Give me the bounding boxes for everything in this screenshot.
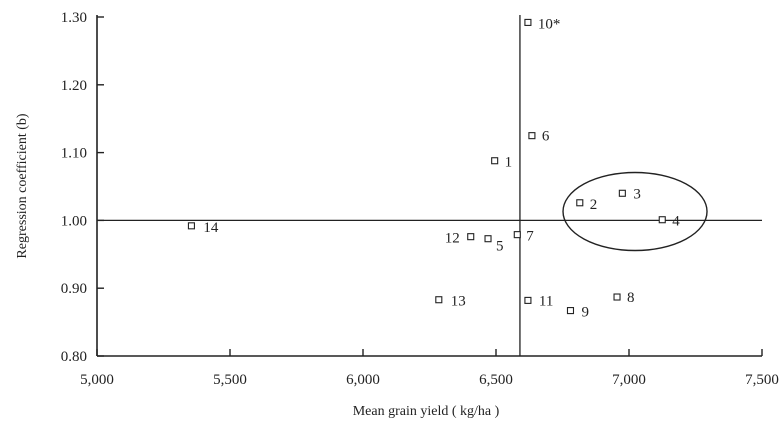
highlight-ellipse bbox=[562, 171, 708, 252]
y-tick-label: 0.90 bbox=[61, 281, 87, 297]
point-label-7: 7 bbox=[526, 229, 534, 245]
data-points bbox=[187, 18, 666, 315]
data-point-6 bbox=[528, 132, 536, 140]
point-label-14: 14 bbox=[203, 220, 219, 236]
x-axis-title: Mean grain yield ( kg/ha ) bbox=[353, 404, 500, 419]
point-label-8: 8 bbox=[627, 290, 635, 306]
y-tick-label: 1.30 bbox=[61, 10, 87, 26]
point-label-2: 2 bbox=[590, 197, 598, 213]
point-label-3: 3 bbox=[633, 186, 641, 202]
data-point-11 bbox=[524, 296, 532, 304]
point-label-11: 11 bbox=[539, 293, 553, 309]
y-tick-label: 1.00 bbox=[61, 213, 87, 229]
x-tick-label: 7,500 bbox=[745, 372, 779, 388]
point-label-12: 12 bbox=[445, 231, 460, 247]
reference-lines bbox=[97, 15, 762, 356]
y-tick-label: 1.20 bbox=[61, 78, 87, 94]
data-point-3 bbox=[618, 189, 626, 197]
data-point-4 bbox=[658, 216, 666, 224]
point-label-5: 5 bbox=[496, 239, 504, 255]
axes: 0.80 0.90 1.00 1.10 1.20 1.30 5,000 5,500 6,000 6… bbox=[61, 10, 779, 388]
x-tick-label: 6,000 bbox=[346, 372, 380, 388]
data-point-2 bbox=[576, 199, 584, 207]
point-label-4: 4 bbox=[672, 214, 680, 230]
point-label-9: 9 bbox=[581, 305, 589, 321]
point-label-1: 1 bbox=[505, 155, 513, 171]
point-label-6: 6 bbox=[542, 129, 550, 145]
data-point-7 bbox=[513, 231, 521, 239]
point-label-13: 13 bbox=[451, 294, 466, 310]
data-point-12 bbox=[467, 233, 475, 241]
x-tick-label: 5,500 bbox=[213, 372, 247, 388]
data-point-9 bbox=[566, 307, 575, 315]
y-tick-label: 1.10 bbox=[61, 146, 87, 162]
point-label-10star: 10* bbox=[538, 16, 561, 32]
data-point-10star bbox=[524, 18, 532, 26]
data-point-1 bbox=[491, 157, 499, 165]
data-point-8 bbox=[613, 293, 621, 301]
y-axis-title: Regression coefficient (b) bbox=[15, 113, 30, 258]
x-tick-label: 7,000 bbox=[612, 372, 646, 388]
y-tick-label: 0.80 bbox=[61, 349, 87, 365]
x-tick-label: 5,000 bbox=[80, 372, 114, 388]
data-point-5 bbox=[484, 235, 492, 243]
x-tick-label: 6,500 bbox=[479, 372, 513, 388]
data-point-13 bbox=[435, 296, 443, 304]
data-point-14 bbox=[187, 222, 195, 230]
